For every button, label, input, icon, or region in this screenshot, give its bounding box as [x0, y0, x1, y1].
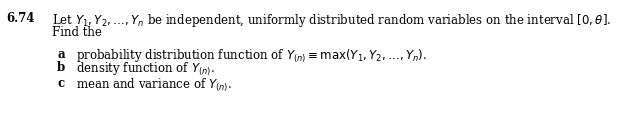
- Text: mean and variance of $Y_{(n)}$.: mean and variance of $Y_{(n)}$.: [76, 77, 232, 94]
- Text: Find the: Find the: [52, 26, 102, 39]
- Text: Let $Y_1, Y_2, \ldots, Y_n$ be independent, uniformly distributed random variabl: Let $Y_1, Y_2, \ldots, Y_n$ be independe…: [52, 12, 612, 29]
- Text: probability distribution function of $Y_{(n)} \equiv \mathrm{max}(Y_1, Y_2, \ldo: probability distribution function of $Y_…: [76, 48, 427, 65]
- Text: b: b: [57, 61, 65, 74]
- Text: density function of $Y_{(n)}$.: density function of $Y_{(n)}$.: [76, 61, 215, 78]
- Text: 6.74: 6.74: [6, 12, 35, 25]
- Text: c: c: [57, 77, 64, 90]
- Text: a: a: [57, 48, 65, 61]
